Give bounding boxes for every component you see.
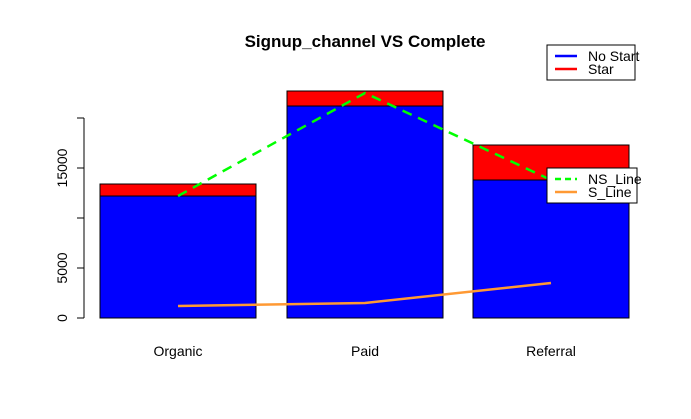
- line-ns-line: [177, 91, 552, 198]
- y-tick-label-0: 0: [54, 314, 70, 322]
- x-label-referral: Referral: [526, 343, 576, 359]
- y-tick-label-5000: 5000: [54, 252, 70, 283]
- bar-no-start-organic: [99, 195, 257, 319]
- x-label-paid: Paid: [351, 343, 379, 359]
- line-layer: [177, 91, 552, 308]
- legend-box: [546, 167, 638, 204]
- bar-no-start-paid: [286, 105, 444, 319]
- legend-box: [546, 44, 636, 81]
- x-axis-labels: Organic Paid Referral: [153, 343, 575, 359]
- legend-label-s-line: S_Line: [588, 184, 632, 200]
- y-tick-label-15000: 15000: [54, 148, 70, 187]
- line-s-line: [177, 281, 552, 308]
- y-axis: 0 5000 15000: [54, 117, 85, 322]
- x-label-organic: Organic: [153, 343, 202, 359]
- legend-label-no-start: No Start: [588, 48, 639, 64]
- legend-label-ns-line: NS_Line: [588, 171, 642, 187]
- legend-label-star: Star: [588, 61, 614, 77]
- bar-star-organic: [99, 183, 257, 197]
- chart-title: Signup_channel VS Complete: [245, 32, 486, 51]
- bar-star-paid: [286, 90, 444, 107]
